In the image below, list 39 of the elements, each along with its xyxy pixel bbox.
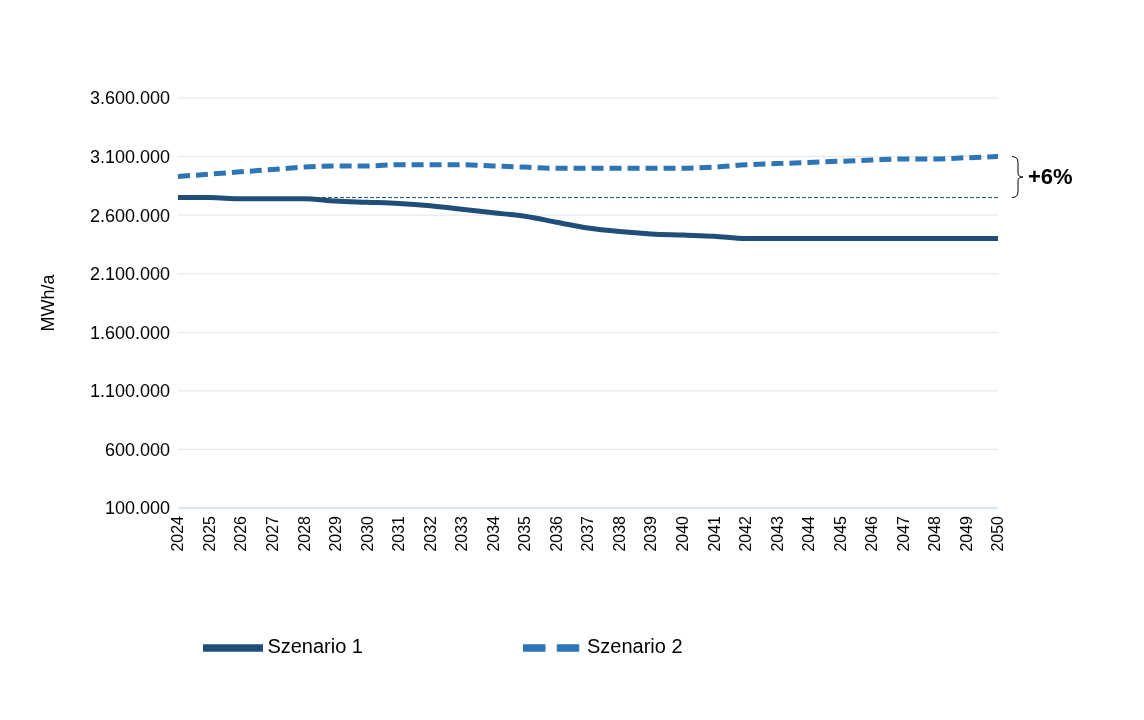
y-tick-label: 100.000 <box>104 498 170 519</box>
legend-label: Szenario 1 <box>267 635 363 658</box>
x-tick-label: 2050 <box>989 515 1007 552</box>
x-tick-label: 2037 <box>579 515 597 552</box>
text: +6% <box>1028 164 1073 190</box>
x-tick-label: 2032 <box>421 515 439 552</box>
x-tick-label: 2026 <box>232 515 250 552</box>
x-tick-label: 2024 <box>169 515 187 552</box>
x-tick-label: 2036 <box>547 515 565 552</box>
x-tick-label: 2027 <box>263 515 281 552</box>
x-tick-label: 2029 <box>327 515 345 552</box>
y-tick-label: 3.600.000 <box>89 88 170 109</box>
x-tick-label: 2031 <box>390 515 408 552</box>
x-tick-label: 2044 <box>800 515 818 552</box>
y-axis-title: MWh/a <box>38 273 59 332</box>
y-tick-label: 2.600.000 <box>89 205 170 226</box>
x-tick-label: 2038 <box>610 515 628 552</box>
x-tick-label: 2043 <box>768 515 786 552</box>
x-tick-label: 2047 <box>894 515 912 552</box>
y-tick-label: 600.000 <box>104 439 170 460</box>
x-tick-label: 2030 <box>358 515 376 552</box>
x-tick-label: 2040 <box>673 515 691 552</box>
x-tick-label: 2035 <box>516 515 534 552</box>
legend-label: Szenario 2 <box>587 635 683 658</box>
x-tick-label: 2033 <box>453 515 471 552</box>
x-tick-label: 2049 <box>957 515 975 552</box>
x-tick-label: 2048 <box>926 515 944 552</box>
x-tick-label: 2046 <box>863 515 881 552</box>
y-tick-label: 1.600.000 <box>89 322 170 343</box>
x-tick-label: 2039 <box>642 515 660 552</box>
y-tick-label: 3.100.000 <box>89 146 170 167</box>
x-tick-label: 2034 <box>484 515 502 552</box>
y-tick-label: 2.100.000 <box>89 264 170 285</box>
x-tick-label: 2042 <box>737 515 755 552</box>
x-tick-label: 2028 <box>295 515 313 552</box>
x-tick-label: 2025 <box>200 515 218 552</box>
x-tick-label: 2041 <box>705 515 723 552</box>
y-tick-label: 1.100.000 <box>89 381 170 402</box>
x-tick-label: 2045 <box>831 515 849 552</box>
